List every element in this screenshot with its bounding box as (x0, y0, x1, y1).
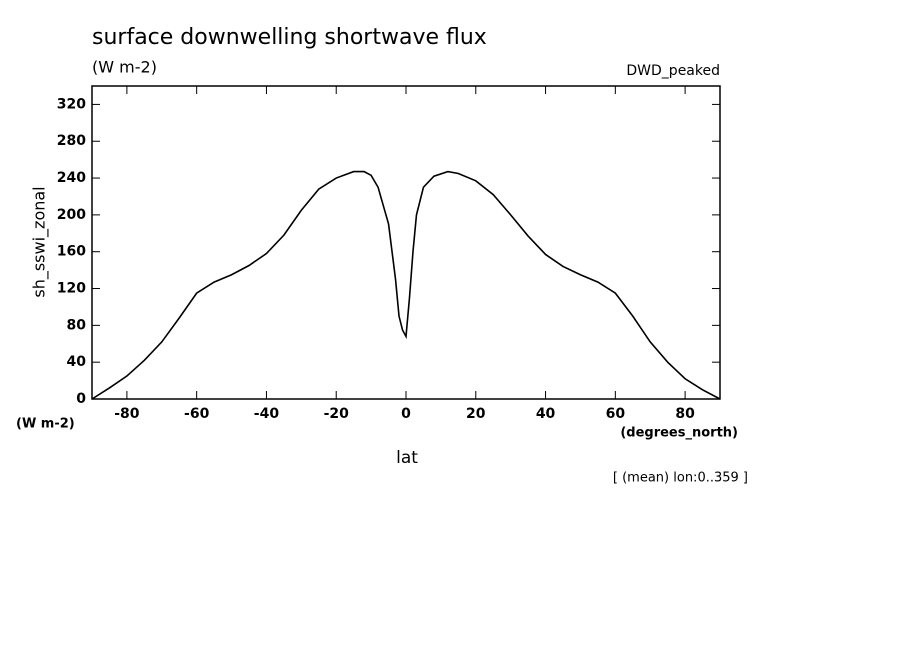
chart-subtitle: (W m-2) (92, 58, 157, 77)
y-tick-label: 120 (57, 281, 86, 297)
y-tick-label: 40 (67, 354, 87, 370)
x-tick-label: -20 (324, 406, 350, 422)
x-tick-label: 20 (466, 406, 486, 422)
chart-title: surface downwelling shortwave flux (92, 25, 487, 50)
y-tick-label: 160 (57, 244, 86, 260)
x-tick-label: -80 (114, 406, 140, 422)
x-tick-label: 0 (401, 406, 411, 422)
y-tick-label: 280 (57, 133, 86, 149)
x-tick-label: -60 (184, 406, 210, 422)
y-tick-label: 200 (57, 207, 86, 223)
y-units: (W m-2) (16, 417, 75, 432)
x-tick-label: 60 (606, 406, 626, 422)
x-tick-label: 40 (536, 406, 556, 422)
x-tick-label: 80 (675, 406, 695, 422)
dataset-label: DWD_peaked (626, 63, 720, 79)
y-axis-label: sh_sswi_zonal (30, 186, 50, 297)
y-tick-label: 240 (57, 170, 86, 186)
y-tick-label: 320 (57, 96, 86, 112)
data-line (91, 170, 721, 400)
x-units: (degrees_north) (620, 426, 738, 441)
x-axis-label: lat (396, 448, 418, 468)
plot-frame (91, 85, 721, 400)
y-tick-label: 80 (67, 317, 87, 333)
footnote: [ (mean) lon:0..359 ] (613, 471, 748, 486)
x-tick-label: -40 (254, 406, 280, 422)
y-tick-label: 0 (76, 391, 86, 407)
